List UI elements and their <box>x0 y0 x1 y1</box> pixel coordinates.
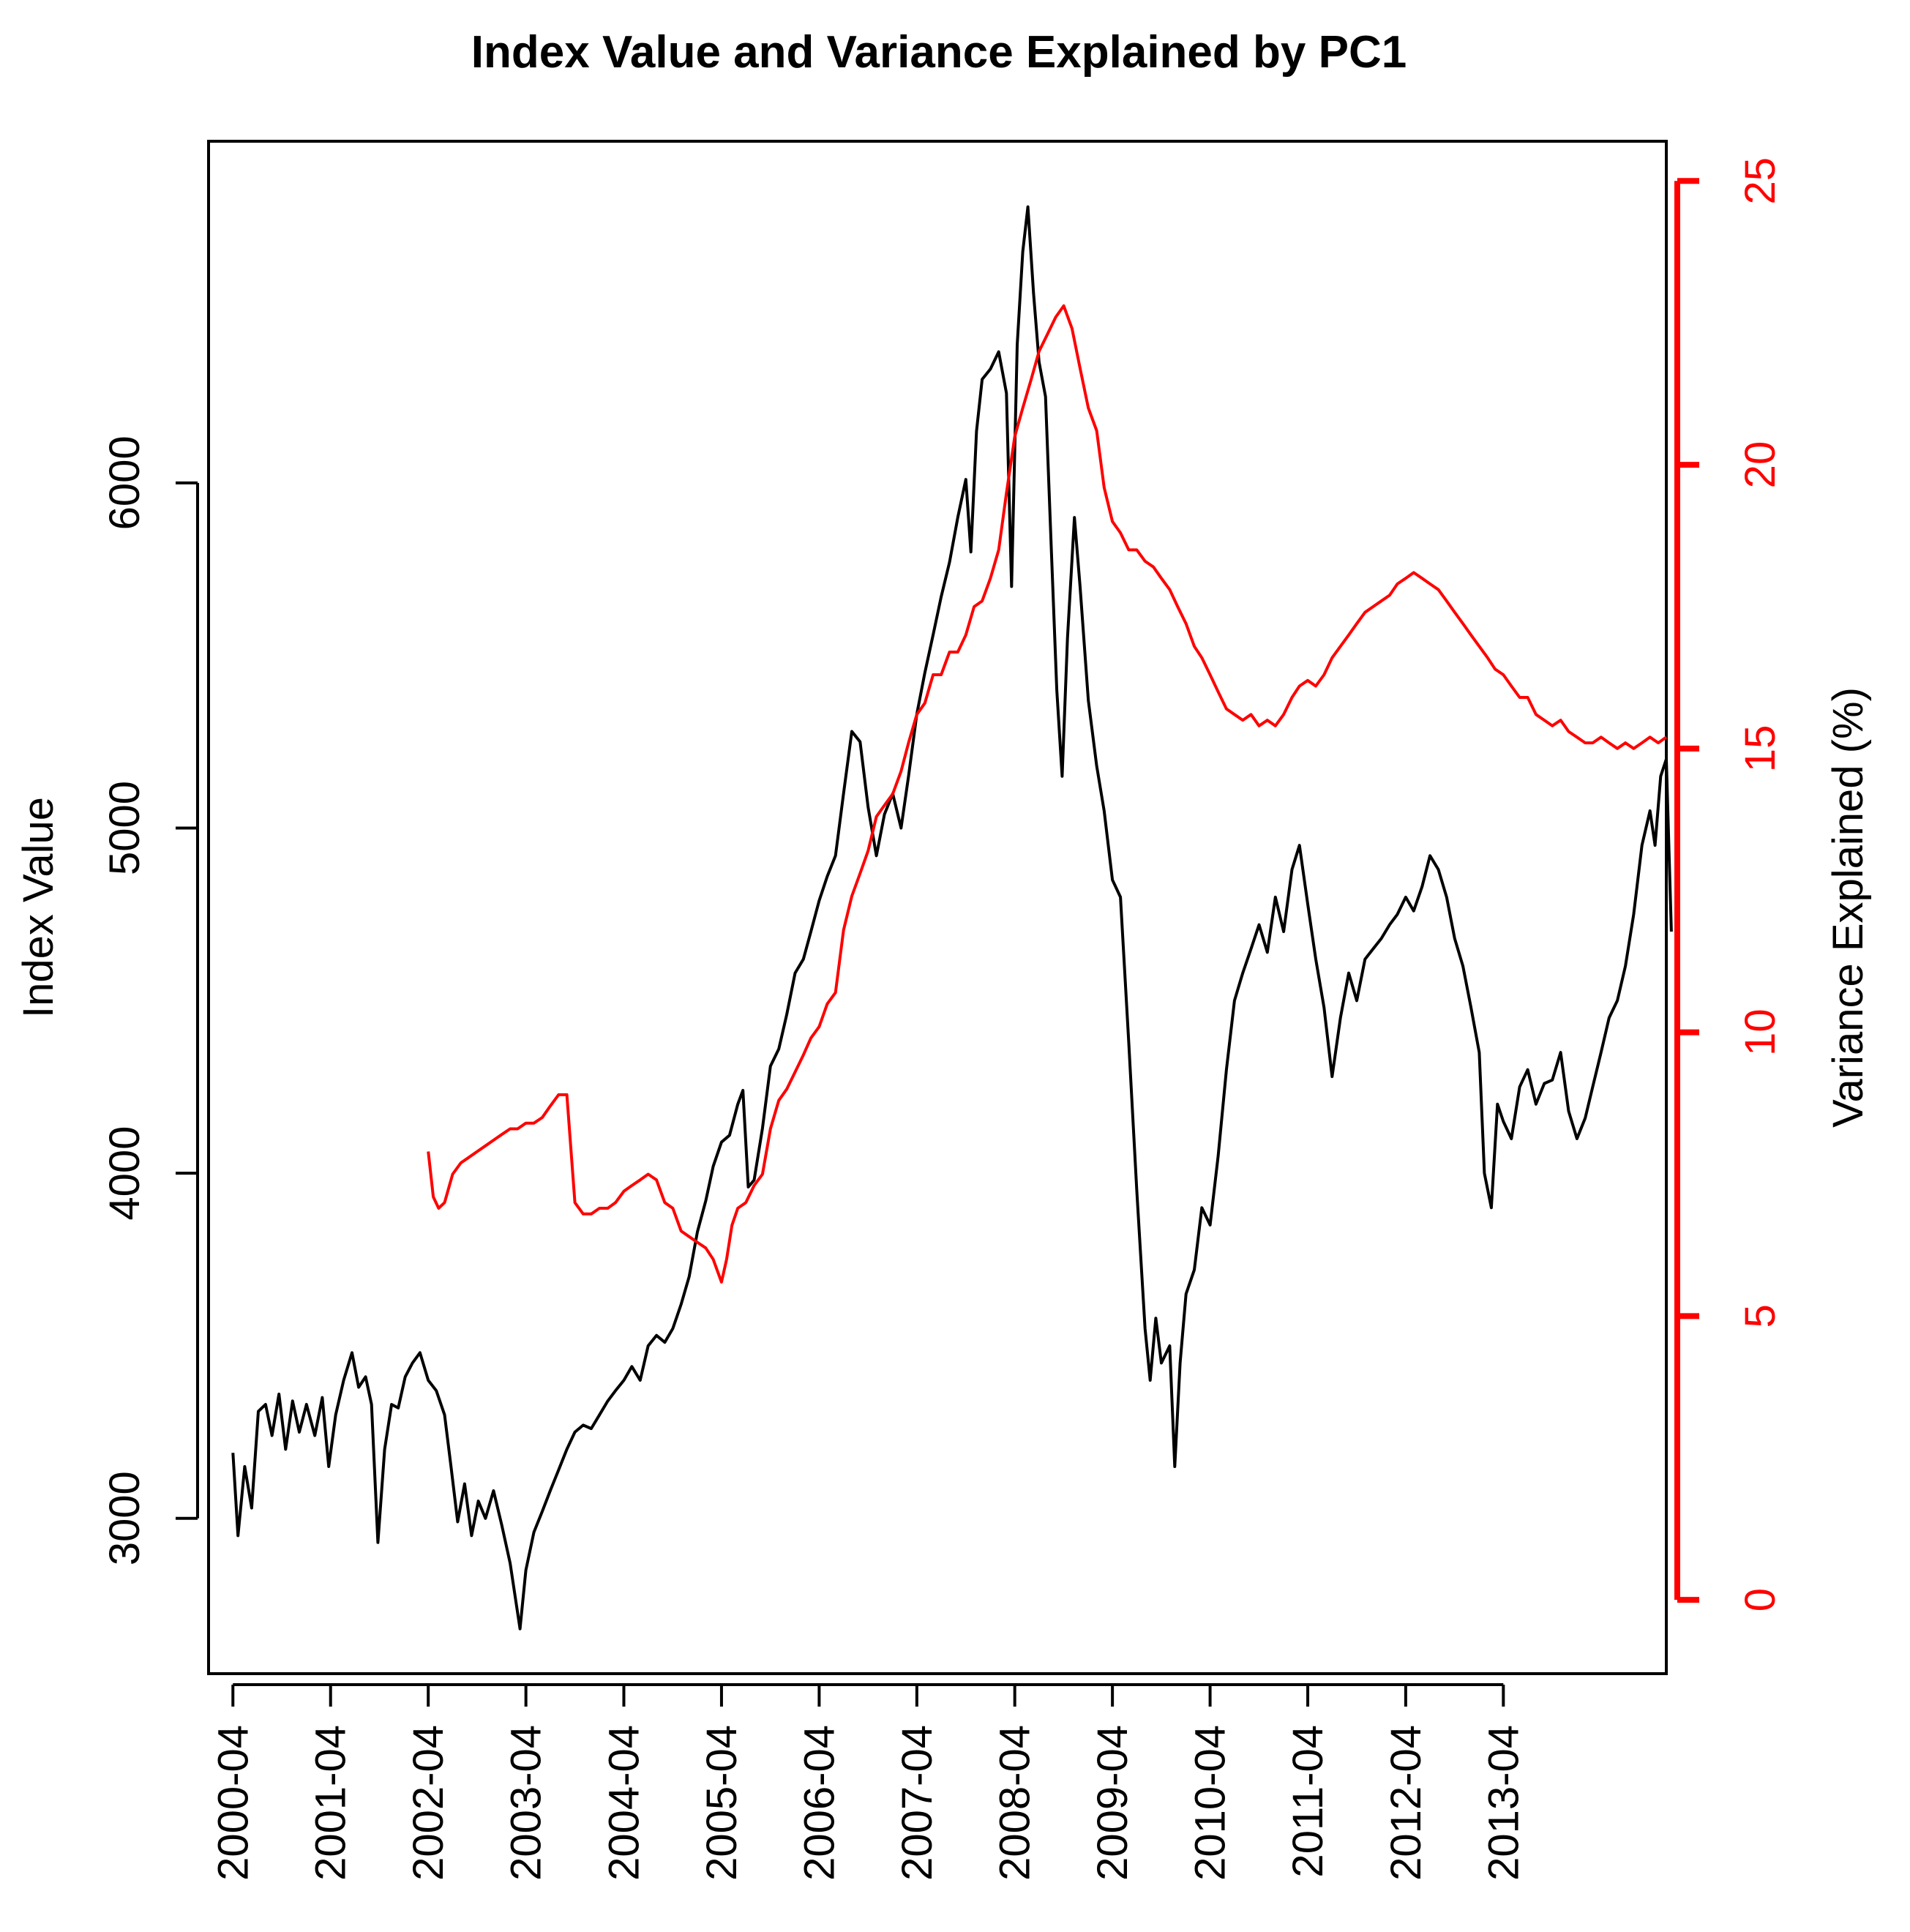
y-tick-label-right: 10 <box>1737 1008 1784 1056</box>
x-tick-label: 2004-04 <box>600 1725 648 1881</box>
y-tick-label-left: 3000 <box>101 1471 149 1565</box>
y-tick-label-left: 6000 <box>101 435 149 530</box>
index-line <box>231 205 1673 1630</box>
x-tick-label: 2001-04 <box>307 1725 355 1881</box>
y-tick-label-right: 25 <box>1737 157 1784 205</box>
series-layer <box>231 205 1673 1630</box>
variance-line <box>427 304 1668 1284</box>
y-tick-label-right: 0 <box>1737 1588 1784 1611</box>
y-axis-right: 0 5 10 15 20 25 <box>1674 157 1784 1611</box>
x-tick-label: 2010-04 <box>1187 1725 1235 1881</box>
x-axis: 2000-04 2001-04 2002-04 2003-04 2004-04 2005-… <box>209 1683 1527 1881</box>
y-axis-left: 3000 4000 5000 6000 <box>101 435 199 1565</box>
x-tick-label: 2007-04 <box>894 1725 941 1881</box>
x-tick-label: 2013-04 <box>1480 1725 1527 1881</box>
y-tick-label-right: 20 <box>1737 441 1784 489</box>
y-tick-label-right: 5 <box>1737 1304 1784 1328</box>
x-tick-label: 2000-04 <box>209 1725 257 1881</box>
y-axis-label-left: Index Value <box>15 797 62 1018</box>
y-tick-label-left: 5000 <box>101 781 149 875</box>
y-tick-label-right: 15 <box>1737 725 1784 773</box>
x-tick-label: 2005-04 <box>698 1725 746 1881</box>
x-tick-label: 2009-04 <box>1089 1725 1136 1881</box>
chart-title: Index Value and Variance Explained by PC… <box>471 27 1407 78</box>
x-tick-label: 2008-04 <box>992 1725 1039 1881</box>
x-tick-label: 2003-04 <box>503 1725 550 1881</box>
plot-frame <box>207 140 1668 1675</box>
y-tick-label-left: 4000 <box>101 1126 149 1221</box>
x-tick-label: 2006-04 <box>795 1725 843 1881</box>
x-tick-label: 2002-04 <box>405 1725 452 1881</box>
x-tick-label: 2012-04 <box>1382 1725 1430 1881</box>
y-axis-label-right: Variance Explained (%) <box>1824 687 1872 1128</box>
x-tick-label: 2011-04 <box>1284 1725 1332 1878</box>
